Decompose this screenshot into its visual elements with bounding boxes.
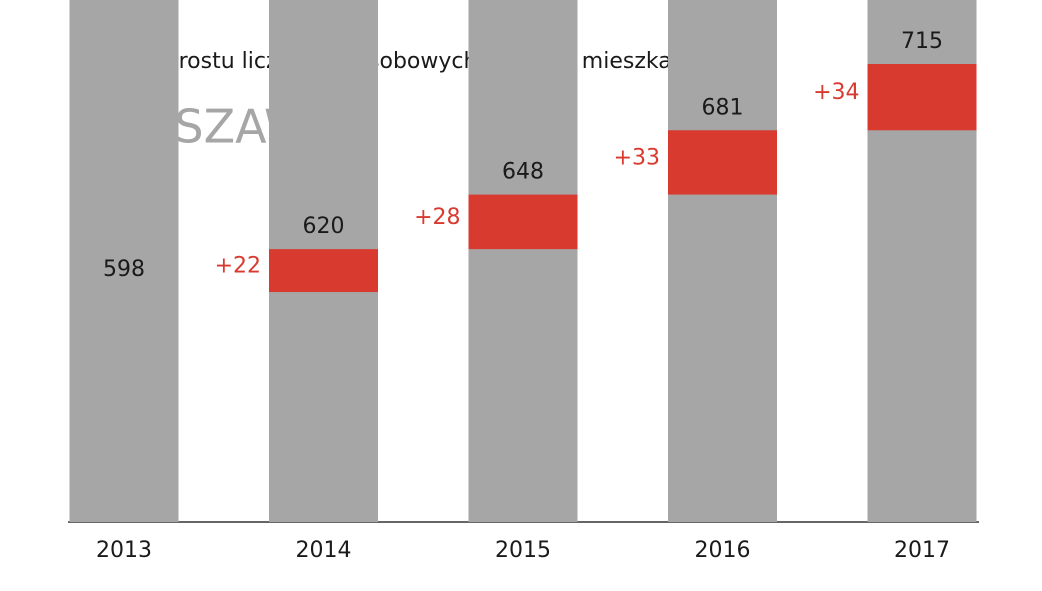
total-label: 598 (103, 257, 145, 282)
bar-segment (468, 0, 578, 522)
x-tick-label: 2016 (695, 538, 751, 563)
increment-label: +34 (813, 80, 859, 105)
bar-segment (668, 130, 777, 195)
total-label: 620 (303, 214, 345, 239)
total-label: 715 (901, 29, 943, 54)
x-tick-label: 2015 (495, 538, 551, 563)
bar-segment (468, 194, 578, 250)
total-label: 648 (502, 160, 544, 185)
x-tick-label: 2014 (296, 538, 352, 563)
x-tick-label: 2013 (96, 538, 152, 563)
chart-title: Tempo wzrostu liczby aut osobowych na 10… (69, 49, 729, 74)
bar-segment (269, 249, 378, 293)
x-tick-label: 2017 (894, 538, 950, 563)
increment-label: +22 (215, 254, 261, 279)
bar-segment (867, 64, 977, 131)
bar-segment (69, 0, 179, 523)
increment-label: +28 (414, 205, 460, 230)
total-label: 681 (702, 95, 744, 120)
bar-segment (668, 0, 777, 522)
increment-label: +33 (614, 145, 660, 170)
